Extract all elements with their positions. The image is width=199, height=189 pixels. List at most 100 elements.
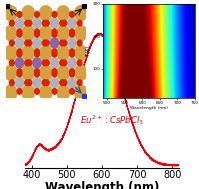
Circle shape — [60, 20, 64, 26]
Circle shape — [35, 49, 39, 54]
Circle shape — [67, 17, 77, 29]
Circle shape — [70, 31, 74, 37]
X-axis label: Wavelength (nm): Wavelength (nm) — [45, 181, 159, 189]
Circle shape — [17, 49, 22, 54]
Circle shape — [15, 17, 24, 29]
Circle shape — [52, 31, 57, 37]
Circle shape — [70, 51, 74, 57]
Circle shape — [77, 20, 82, 26]
Circle shape — [17, 71, 22, 77]
Circle shape — [60, 60, 64, 66]
Circle shape — [17, 69, 22, 74]
Circle shape — [27, 40, 32, 46]
Circle shape — [32, 17, 42, 29]
Circle shape — [39, 85, 53, 101]
Circle shape — [25, 40, 29, 46]
Circle shape — [17, 88, 22, 94]
Circle shape — [15, 37, 24, 49]
Circle shape — [21, 25, 35, 41]
Circle shape — [74, 5, 88, 21]
Circle shape — [45, 20, 49, 26]
Circle shape — [77, 60, 82, 66]
Circle shape — [67, 37, 77, 49]
Circle shape — [57, 65, 70, 81]
Circle shape — [32, 37, 42, 49]
Circle shape — [45, 60, 49, 66]
Circle shape — [50, 57, 59, 69]
Circle shape — [35, 12, 39, 17]
Circle shape — [52, 71, 57, 77]
Circle shape — [32, 57, 42, 69]
Circle shape — [25, 60, 29, 66]
Circle shape — [70, 49, 74, 54]
Circle shape — [57, 25, 70, 41]
Circle shape — [39, 5, 53, 21]
Circle shape — [57, 45, 70, 61]
Circle shape — [52, 49, 57, 54]
Circle shape — [27, 20, 32, 26]
Circle shape — [67, 77, 77, 88]
Circle shape — [62, 80, 67, 85]
Circle shape — [21, 45, 35, 61]
Circle shape — [35, 88, 39, 94]
Circle shape — [42, 20, 47, 26]
Circle shape — [4, 85, 18, 101]
Circle shape — [35, 31, 39, 37]
Circle shape — [77, 40, 82, 46]
Circle shape — [10, 80, 14, 85]
Circle shape — [42, 80, 47, 85]
Circle shape — [17, 51, 22, 57]
Circle shape — [70, 69, 74, 74]
Circle shape — [15, 57, 24, 69]
Circle shape — [67, 57, 77, 69]
Circle shape — [35, 51, 39, 57]
Circle shape — [62, 40, 67, 46]
Circle shape — [21, 85, 35, 101]
Circle shape — [70, 29, 74, 35]
Circle shape — [57, 85, 70, 101]
Circle shape — [62, 20, 67, 26]
Circle shape — [39, 25, 53, 41]
Circle shape — [4, 45, 18, 61]
Circle shape — [52, 51, 57, 57]
Circle shape — [42, 40, 47, 46]
Circle shape — [62, 60, 67, 66]
Circle shape — [45, 80, 49, 85]
Circle shape — [17, 29, 22, 35]
Circle shape — [74, 65, 88, 81]
Circle shape — [52, 69, 57, 74]
Circle shape — [70, 12, 74, 17]
Circle shape — [57, 5, 70, 21]
Circle shape — [25, 20, 29, 26]
Circle shape — [15, 77, 24, 88]
Circle shape — [74, 85, 88, 101]
Y-axis label: T (K): T (K) — [86, 45, 91, 57]
Circle shape — [27, 60, 32, 66]
Circle shape — [42, 60, 47, 66]
X-axis label: Wavelength (nm): Wavelength (nm) — [130, 106, 168, 110]
Circle shape — [4, 5, 18, 21]
Circle shape — [35, 29, 39, 35]
Circle shape — [25, 80, 29, 85]
Circle shape — [21, 65, 35, 81]
Circle shape — [60, 40, 64, 46]
Circle shape — [77, 80, 82, 85]
Circle shape — [4, 25, 18, 41]
Circle shape — [17, 31, 22, 37]
Circle shape — [50, 17, 59, 29]
Circle shape — [70, 88, 74, 94]
Circle shape — [35, 71, 39, 77]
Circle shape — [52, 29, 57, 35]
Circle shape — [74, 45, 88, 61]
Circle shape — [32, 77, 42, 88]
Circle shape — [35, 69, 39, 74]
Circle shape — [39, 45, 53, 61]
Circle shape — [50, 77, 59, 88]
Circle shape — [21, 5, 35, 21]
Circle shape — [74, 25, 88, 41]
Text: $\it{Eu}^{2+}$$\it{: CsPbCl_3}$: $\it{Eu}^{2+}$$\it{: CsPbCl_3}$ — [80, 113, 144, 127]
Circle shape — [70, 71, 74, 77]
Circle shape — [10, 60, 14, 66]
Circle shape — [10, 20, 14, 26]
Circle shape — [17, 12, 22, 17]
